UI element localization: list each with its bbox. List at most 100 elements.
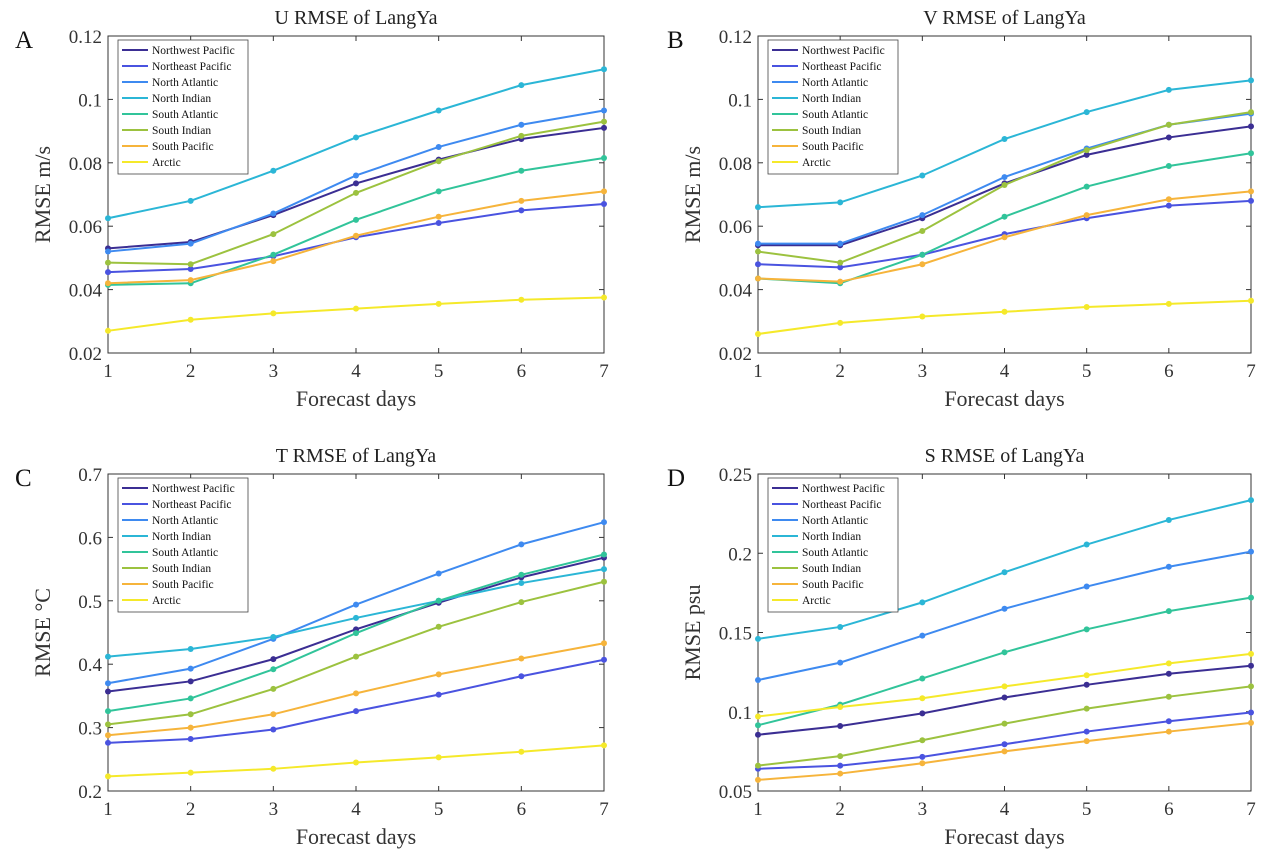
data-point <box>1001 605 1008 612</box>
x-tick-label: 4 <box>1000 361 1010 382</box>
data-point <box>1248 719 1254 726</box>
data-point <box>435 623 442 630</box>
legend-entry: South Indian <box>152 125 211 137</box>
data-point <box>1001 720 1008 727</box>
data-point <box>105 708 111 715</box>
y-tick-label: 0.3 <box>78 719 102 740</box>
data-point <box>105 269 111 276</box>
y-tick-label: 0.04 <box>719 281 753 302</box>
data-point <box>518 207 525 214</box>
data-point <box>1165 728 1172 735</box>
data-point <box>187 197 194 204</box>
data-point <box>518 673 525 680</box>
chart-title: V RMSE of LangYa <box>923 7 1086 29</box>
data-point <box>187 769 194 776</box>
data-point <box>1165 693 1172 700</box>
data-point <box>755 776 761 783</box>
data-point <box>187 277 194 284</box>
data-point <box>1165 563 1172 570</box>
data-point <box>270 656 277 663</box>
data-point <box>601 551 607 558</box>
data-point <box>518 121 525 128</box>
data-point <box>187 695 194 702</box>
legend-box <box>117 477 249 613</box>
x-axis-label: Forecast days <box>296 386 416 411</box>
data-point <box>1001 136 1008 143</box>
legend-entry: North Atlantic <box>152 515 218 527</box>
data-point <box>837 623 844 630</box>
data-point <box>837 319 844 326</box>
y-tick-label: 0.1 <box>78 90 102 111</box>
data-point <box>353 614 359 621</box>
data-point <box>270 726 277 733</box>
y-tick-label: 0.2 <box>78 782 102 803</box>
data-point <box>1001 748 1008 755</box>
series-south-indian <box>105 118 607 268</box>
data-point <box>518 655 525 662</box>
data-point <box>837 659 844 666</box>
data-point <box>435 188 442 195</box>
data-point <box>601 294 607 301</box>
data-point <box>755 275 761 282</box>
data-point <box>919 313 926 320</box>
data-point <box>105 280 111 287</box>
data-point <box>755 677 761 684</box>
legend-entry: South Pacific <box>152 579 214 591</box>
chart-panel-d: D S RMSE of LangYa 1 2 3 4 5 6 7 0.05 0.1 0.15 0.2 0.… <box>667 445 1256 849</box>
data-point <box>1001 694 1008 701</box>
data-point <box>353 180 359 187</box>
x-tick-label: 2 <box>186 799 196 820</box>
x-tick-label: 7 <box>599 799 609 820</box>
data-point <box>1165 121 1172 128</box>
x-tick-label: 5 <box>1082 361 1092 382</box>
data-point <box>1001 213 1008 220</box>
data-point <box>919 632 926 639</box>
y-tick-label: 0.06 <box>719 217 752 238</box>
y-axis-label: RMSE °C <box>30 588 55 677</box>
data-point <box>1083 705 1090 712</box>
data-point <box>187 316 194 323</box>
data-point <box>518 167 525 174</box>
data-point <box>755 713 761 720</box>
series-north-atlantic <box>105 519 607 687</box>
data-point <box>1083 728 1090 735</box>
data-point <box>353 653 359 660</box>
data-point <box>1248 650 1254 657</box>
data-point <box>755 261 761 268</box>
data-point <box>105 732 111 739</box>
legend-entry: Northwest Pacific <box>152 483 235 495</box>
chart-title: U RMSE of LangYa <box>275 7 438 29</box>
series-line <box>107 658 605 744</box>
data-point <box>518 132 525 139</box>
x-tick-label: 2 <box>835 361 845 382</box>
data-point <box>270 210 277 217</box>
y-tick-label: 0.02 <box>719 344 752 365</box>
legend: Northwest Pacific Northeast Pacific North … <box>117 477 249 613</box>
x-tick-label: 2 <box>835 799 845 820</box>
data-point <box>837 264 844 271</box>
data-point <box>105 327 111 334</box>
data-point <box>353 232 359 239</box>
data-point <box>919 599 926 606</box>
data-point <box>1083 738 1090 745</box>
legend-entry: South Pacific <box>152 141 214 153</box>
data-point <box>919 212 926 219</box>
data-point <box>105 215 111 222</box>
data-point <box>919 251 926 258</box>
data-point <box>1083 541 1090 548</box>
data-point <box>187 645 194 652</box>
x-tick-label: 5 <box>434 799 444 820</box>
data-point <box>601 107 607 114</box>
y-axis-label: RMSE psu <box>680 585 705 681</box>
series-north-indian <box>755 77 1254 211</box>
data-point <box>755 762 761 769</box>
data-point <box>1248 297 1254 304</box>
series-arctic <box>105 742 607 780</box>
legend-entry: South Atlantic <box>802 109 868 121</box>
data-point <box>837 240 844 247</box>
data-point <box>919 227 926 234</box>
legend-entry: North Indian <box>152 93 211 105</box>
data-point <box>755 330 761 337</box>
data-point <box>919 760 926 767</box>
x-tick-label: 3 <box>269 361 279 382</box>
